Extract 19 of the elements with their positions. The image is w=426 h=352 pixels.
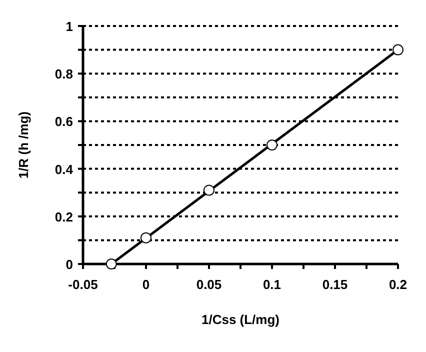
x-axis-title: 1/Css (L/mg) [201,312,280,327]
y-tick-label: 1 [66,19,73,34]
y-tick-label: 0 [66,257,73,272]
x-tick-label: 0.15 [322,277,348,292]
x-tick-label: 0 [142,277,150,292]
point [392,44,404,56]
y-tick-label: 0.8 [54,66,73,82]
y-axis-title: 1/R (h /mg) [16,111,31,179]
x-tick-label: 0.2 [388,277,408,292]
y-tick-label: 0.4 [54,162,74,177]
point [106,258,117,270]
y-tick-label: 0.2 [54,209,73,224]
point [140,232,152,244]
x-tick-label: 0.1 [262,277,282,292]
y-tick-label: 0.6 [54,114,73,130]
x-tick-label: -0.05 [68,277,98,292]
point [204,184,214,196]
point [266,140,278,150]
x-tick-label: 0.05 [196,277,222,292]
